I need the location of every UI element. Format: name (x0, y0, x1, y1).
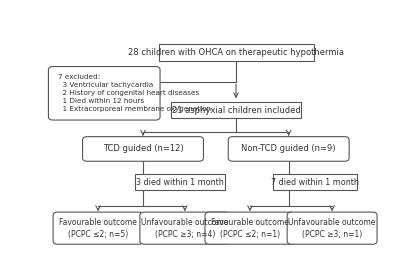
FancyBboxPatch shape (171, 102, 301, 118)
FancyBboxPatch shape (140, 212, 230, 244)
Text: Favourable outcome
(PCPC ≤2; n=1): Favourable outcome (PCPC ≤2; n=1) (211, 218, 289, 239)
FancyBboxPatch shape (273, 174, 357, 190)
FancyBboxPatch shape (287, 212, 377, 244)
FancyBboxPatch shape (135, 174, 225, 190)
Text: 21 asphyxial children included: 21 asphyxial children included (172, 106, 300, 115)
Text: Unfavourable outcome
(PCPC ≥3; n=1): Unfavourable outcome (PCPC ≥3; n=1) (288, 218, 376, 239)
Text: 28 children with OHCA on therapeutic hypothermia: 28 children with OHCA on therapeutic hyp… (128, 48, 344, 57)
Text: Unfavourable outcome
(PCPC ≥3; n=4): Unfavourable outcome (PCPC ≥3; n=4) (141, 218, 228, 239)
Text: 3 died within 1 month: 3 died within 1 month (136, 178, 224, 187)
FancyBboxPatch shape (53, 212, 143, 244)
FancyBboxPatch shape (205, 212, 295, 244)
Text: Favourable outcome
(PCPC ≤2; n=5): Favourable outcome (PCPC ≤2; n=5) (59, 218, 137, 239)
FancyBboxPatch shape (48, 66, 160, 120)
FancyBboxPatch shape (228, 137, 349, 161)
Text: 7 excluded:
  3 Ventricular tachycardia
  2 History of congenital heart diseases: 7 excluded: 3 Ventricular tachycardia 2 … (58, 74, 211, 112)
FancyBboxPatch shape (82, 137, 204, 161)
Text: 7 died within 1 month: 7 died within 1 month (271, 178, 359, 187)
Text: TCD guided (n=12): TCD guided (n=12) (103, 145, 183, 153)
Text: Non-TCD guided (n=9): Non-TCD guided (n=9) (242, 145, 336, 153)
FancyBboxPatch shape (158, 44, 314, 61)
